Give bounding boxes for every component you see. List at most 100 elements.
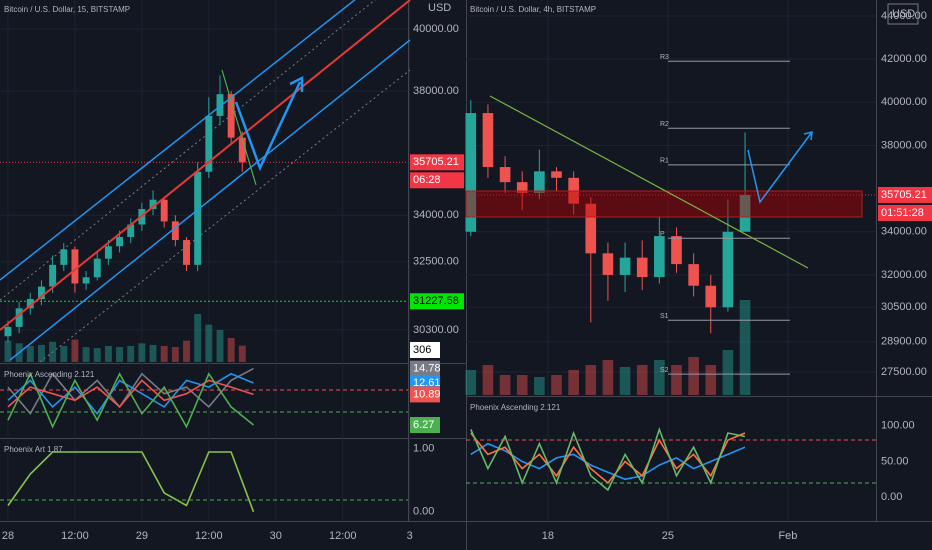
volume-bar — [183, 340, 190, 362]
candle-body — [238, 137, 246, 163]
y-tick-label: 1.00 — [413, 443, 434, 455]
y-tick-label: 28900.00 — [881, 336, 927, 348]
candle-body — [71, 249, 79, 284]
x-tick-label: 28 — [2, 530, 14, 542]
volume-bar — [654, 360, 665, 395]
last-price-tag-bg — [878, 186, 932, 203]
volume-bar — [585, 365, 597, 395]
volume-tag-bg — [410, 342, 440, 358]
pane-title: Bitcoin / U.S. Dollar, 15, BITSTAMP — [4, 5, 130, 14]
volume-bar — [93, 348, 101, 362]
last-price-tag: 35705.21 — [881, 189, 927, 201]
countdown-tag-bg — [410, 172, 464, 189]
y-tick-label: 38000.00 — [881, 139, 927, 151]
volume-bar — [160, 346, 168, 362]
level-tag: 31227.58 — [413, 295, 459, 307]
x-tick-label: 30 — [270, 530, 282, 542]
candle-body — [149, 199, 157, 210]
volume-bar — [4, 340, 12, 362]
series-line — [7, 371, 255, 429]
pane-title: Bitcoin / U.S. Dollar, 4h, BITSTAMP — [470, 5, 596, 14]
pivot-label: S1 — [660, 313, 669, 320]
candle-body — [619, 257, 631, 275]
candle-body — [93, 258, 101, 278]
currency-box — [887, 3, 919, 25]
y-tick-label: 42000.00 — [881, 53, 927, 65]
value-tag-bg — [410, 360, 440, 377]
y-tick-label: 30300.00 — [413, 324, 459, 336]
level-tag-bg — [410, 293, 464, 310]
projection-arrow — [234, 81, 302, 172]
y-tick-label: 32000.00 — [881, 269, 927, 281]
candle-body — [688, 264, 699, 286]
candle-body — [171, 221, 179, 241]
volume-bar — [127, 346, 135, 362]
candle-body — [722, 231, 734, 308]
candle-body — [37, 286, 45, 300]
value-tag-bg — [410, 386, 440, 403]
pivot-label: R1 — [660, 158, 669, 165]
candle-body — [26, 299, 34, 309]
volume-tag: 306 — [413, 344, 431, 356]
volume-bar — [171, 347, 179, 362]
candle-body — [160, 199, 168, 222]
volume-bar — [534, 377, 545, 395]
pane-title: Phoenix Ascending 2.121 — [470, 403, 561, 412]
y-tick-label: 0.00 — [413, 506, 434, 518]
volume-bar — [104, 346, 112, 362]
projection-arrow — [747, 131, 813, 204]
volume-bar — [602, 360, 614, 395]
y-tick-label: 0.00 — [881, 491, 902, 503]
pivot-label: S2 — [660, 367, 669, 374]
arrow-head — [803, 131, 813, 141]
candle-body — [15, 308, 23, 327]
candle-body — [227, 94, 235, 138]
series-line — [470, 426, 746, 492]
candle-body — [4, 326, 12, 337]
channel-line — [39, 69, 411, 363]
value-tag-bg — [410, 417, 440, 434]
last-price-tag-bg — [410, 154, 464, 171]
volume-bar — [26, 346, 34, 362]
volume-bar — [71, 339, 79, 362]
y-tick-label: 27500.00 — [881, 366, 927, 378]
value-tag: 6.27 — [413, 419, 434, 431]
x-tick-label: 18 — [542, 530, 554, 542]
resistance-zone — [465, 190, 863, 218]
volume-bar — [116, 347, 124, 362]
value-tag: 10.89 — [413, 388, 441, 400]
pane-title: Phoenix Ascending 2.121 — [4, 370, 95, 379]
y-tick-label: 38000.00 — [413, 85, 459, 97]
pane — [7, 451, 255, 513]
volume-bar — [465, 370, 477, 395]
candle-body — [183, 240, 190, 265]
countdown-tag-bg — [878, 204, 932, 221]
volume-bar — [551, 375, 562, 395]
channel-line — [0, 0, 356, 281]
candle-body — [194, 171, 202, 265]
series-line — [470, 442, 746, 481]
candle-body — [739, 194, 751, 232]
candle-body — [671, 236, 682, 265]
candle-body — [60, 249, 68, 265]
pivot-label: R3 — [660, 54, 669, 61]
y-tick-label: 32500.00 — [413, 256, 459, 268]
candle-body — [516, 182, 528, 193]
median-line — [0, 0, 411, 331]
volume-bar — [37, 344, 45, 362]
volume-bar — [516, 375, 528, 395]
candle-body — [49, 264, 57, 287]
y-tick-label: 100.00 — [881, 420, 915, 432]
y-tick-label: 30500.00 — [881, 301, 927, 313]
series-line — [7, 367, 254, 416]
value-tag: 12.61 — [413, 377, 441, 389]
series-line — [7, 372, 254, 415]
x-tick-label: 25 — [662, 530, 674, 542]
y-tick-label: 34000.00 — [881, 226, 927, 238]
volume-bar — [619, 367, 631, 395]
candle-body — [216, 94, 224, 116]
trend-line — [221, 69, 257, 186]
volume-bar — [238, 345, 246, 362]
candle-body — [499, 167, 511, 183]
candle-body — [585, 203, 597, 254]
